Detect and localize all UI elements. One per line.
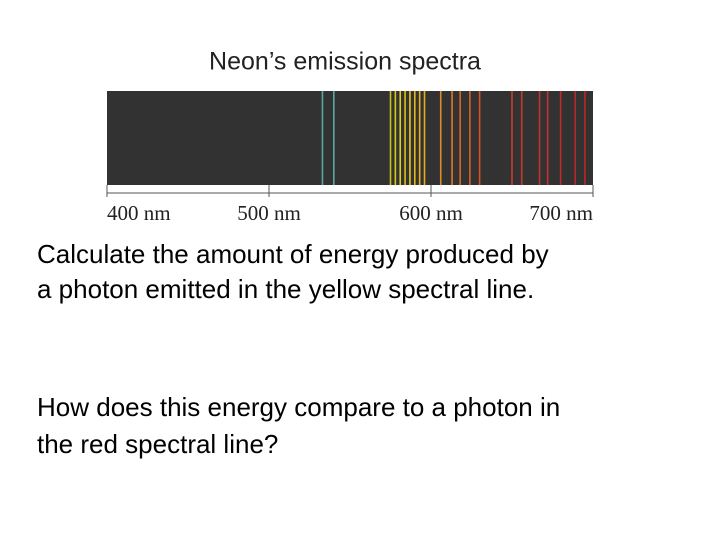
x-tick-label: 700 nm (529, 201, 593, 225)
spectrum-band (107, 91, 593, 185)
question-line: How does this energy compare to a photon… (37, 392, 560, 422)
x-tick-label: 400 nm (107, 201, 171, 225)
x-tick-label: 600 nm (399, 201, 463, 225)
question-line: the red spectral line? (37, 429, 278, 459)
question-line: a photon emitted in the yellow spectral … (37, 274, 534, 304)
spectrum-title: Neon’s emission spectra (209, 48, 481, 76)
x-tick-label: 500 nm (237, 201, 301, 225)
question-line: Calculate the amount of energy produced … (37, 239, 549, 269)
